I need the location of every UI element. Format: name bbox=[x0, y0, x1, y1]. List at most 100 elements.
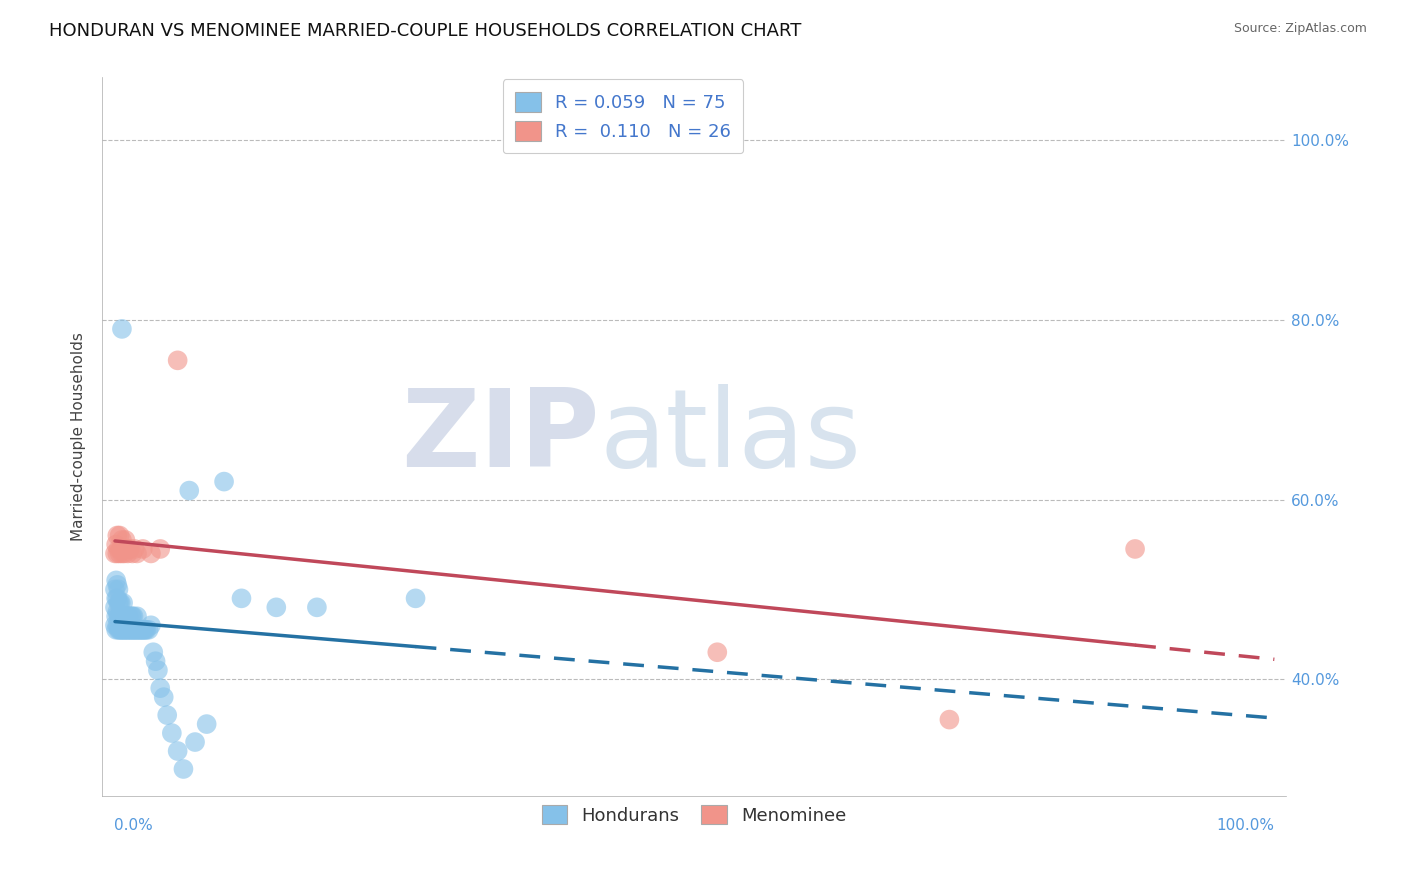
Point bbox=[105, 591, 128, 606]
Y-axis label: Married-couple Households: Married-couple Households bbox=[72, 332, 86, 541]
Point bbox=[115, 541, 138, 556]
Point bbox=[105, 578, 128, 592]
Point bbox=[1123, 541, 1146, 556]
Point bbox=[107, 609, 129, 624]
Point bbox=[108, 596, 131, 610]
Point bbox=[121, 609, 143, 624]
Point bbox=[117, 623, 139, 637]
Text: 100.0%: 100.0% bbox=[1216, 818, 1274, 833]
Point bbox=[118, 609, 141, 624]
Point bbox=[121, 546, 143, 560]
Point bbox=[135, 623, 157, 637]
Point bbox=[120, 623, 142, 637]
Point bbox=[706, 645, 728, 659]
Point bbox=[108, 609, 131, 624]
Point bbox=[231, 591, 253, 606]
Point bbox=[124, 623, 146, 637]
Point bbox=[110, 541, 132, 556]
Point bbox=[405, 591, 427, 606]
Point bbox=[122, 609, 145, 624]
Point bbox=[122, 623, 145, 637]
Point bbox=[114, 609, 136, 624]
Point bbox=[195, 717, 218, 731]
Point bbox=[111, 322, 134, 336]
Point bbox=[179, 483, 201, 498]
Point bbox=[125, 609, 148, 624]
Point bbox=[112, 596, 135, 610]
Point bbox=[132, 623, 155, 637]
Text: HONDURAN VS MENOMINEE MARRIED-COUPLE HOUSEHOLDS CORRELATION CHART: HONDURAN VS MENOMINEE MARRIED-COUPLE HOU… bbox=[49, 22, 801, 40]
Point bbox=[121, 623, 143, 637]
Point bbox=[146, 663, 169, 677]
Point bbox=[142, 645, 165, 659]
Point bbox=[132, 623, 155, 637]
Point bbox=[112, 623, 135, 637]
Point bbox=[105, 528, 128, 542]
Point bbox=[110, 609, 132, 624]
Point bbox=[108, 546, 131, 560]
Point bbox=[184, 735, 207, 749]
Point bbox=[114, 533, 136, 547]
Point bbox=[132, 541, 155, 556]
Point bbox=[114, 623, 136, 637]
Point bbox=[149, 681, 172, 695]
Point bbox=[112, 623, 135, 637]
Point bbox=[111, 609, 134, 624]
Point bbox=[117, 546, 139, 560]
Point bbox=[305, 600, 328, 615]
Point bbox=[105, 623, 128, 637]
Point bbox=[105, 537, 128, 551]
Point bbox=[166, 353, 188, 368]
Point bbox=[156, 708, 179, 723]
Point bbox=[120, 623, 142, 637]
Point bbox=[111, 623, 134, 637]
Point bbox=[110, 623, 132, 637]
Point bbox=[110, 596, 132, 610]
Text: ZIP: ZIP bbox=[401, 384, 599, 490]
Point bbox=[107, 541, 129, 556]
Point bbox=[115, 609, 138, 624]
Point bbox=[104, 546, 127, 560]
Point bbox=[105, 618, 128, 632]
Point bbox=[112, 609, 135, 624]
Point bbox=[115, 623, 138, 637]
Point bbox=[107, 596, 129, 610]
Point bbox=[129, 623, 152, 637]
Point bbox=[104, 618, 127, 632]
Point bbox=[938, 713, 960, 727]
Point bbox=[108, 623, 131, 637]
Point bbox=[118, 623, 141, 637]
Point bbox=[104, 600, 127, 615]
Point bbox=[117, 609, 139, 624]
Text: 0.0%: 0.0% bbox=[114, 818, 153, 833]
Point bbox=[125, 546, 148, 560]
Point bbox=[145, 654, 167, 668]
Point bbox=[139, 546, 162, 560]
Point bbox=[172, 762, 194, 776]
Point bbox=[152, 690, 174, 705]
Point bbox=[124, 541, 146, 556]
Point bbox=[149, 541, 172, 556]
Point bbox=[131, 623, 153, 637]
Point bbox=[105, 546, 128, 560]
Point bbox=[105, 609, 128, 624]
Point bbox=[107, 582, 129, 597]
Point bbox=[166, 744, 188, 758]
Text: atlas: atlas bbox=[599, 384, 862, 490]
Point bbox=[134, 623, 156, 637]
Point bbox=[105, 591, 128, 606]
Point bbox=[160, 726, 183, 740]
Point bbox=[105, 574, 128, 588]
Legend: Hondurans, Menominee: Hondurans, Menominee bbox=[533, 796, 855, 834]
Text: Source: ZipAtlas.com: Source: ZipAtlas.com bbox=[1233, 22, 1367, 36]
Point bbox=[120, 541, 142, 556]
Point bbox=[127, 623, 149, 637]
Point bbox=[111, 533, 134, 547]
Point bbox=[107, 623, 129, 637]
Point bbox=[105, 605, 128, 619]
Point bbox=[139, 618, 162, 632]
Point bbox=[266, 600, 288, 615]
Point bbox=[138, 623, 160, 637]
Point bbox=[212, 475, 235, 489]
Point bbox=[108, 528, 131, 542]
